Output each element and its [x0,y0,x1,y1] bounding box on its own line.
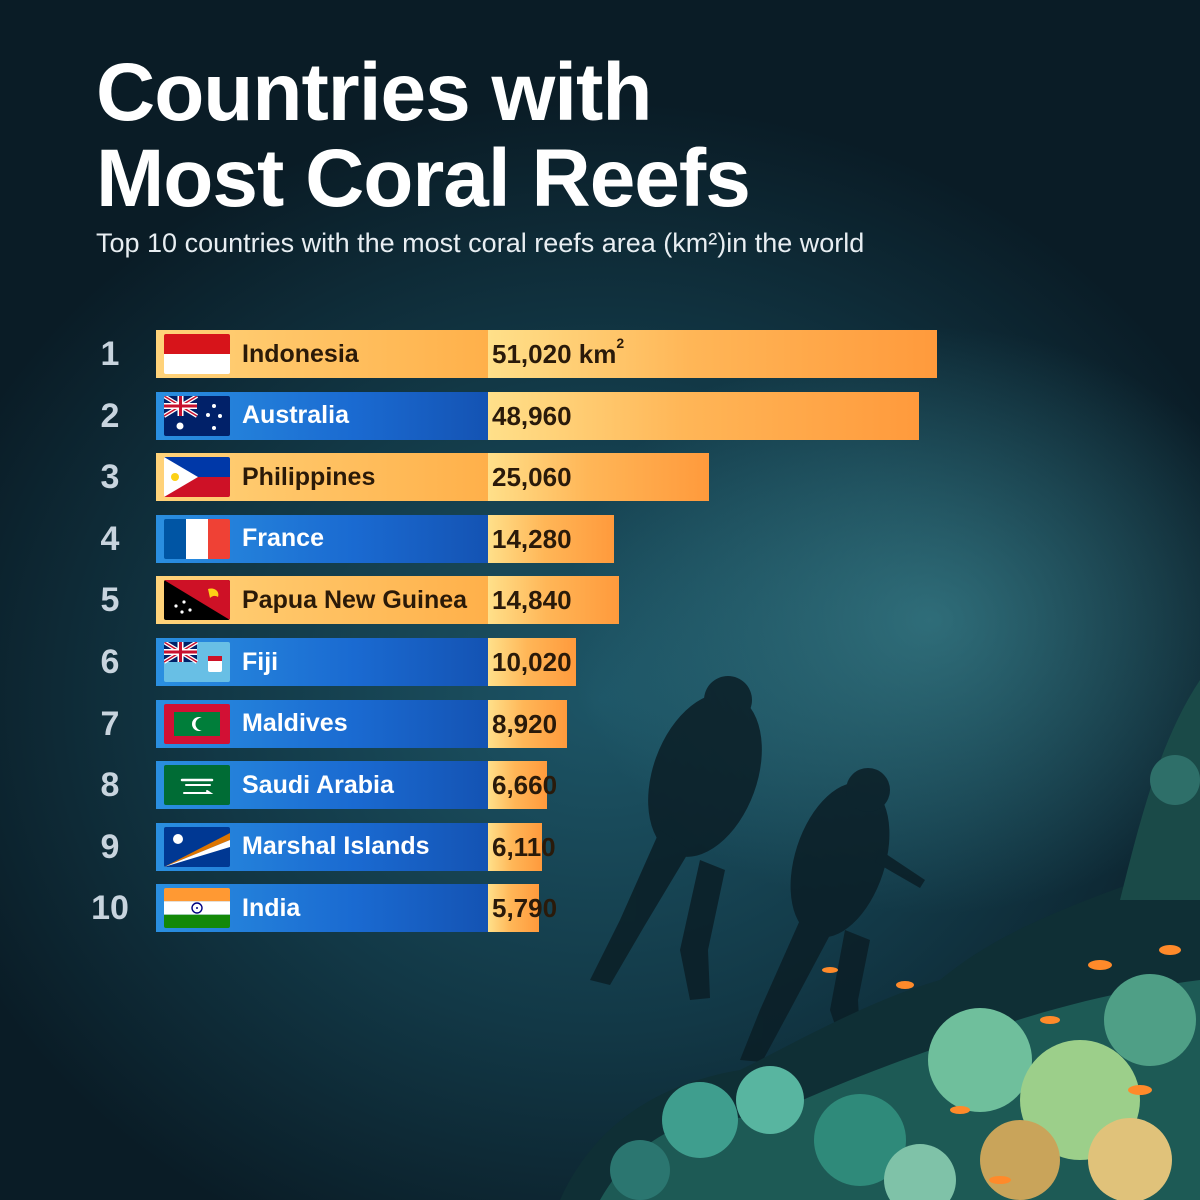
value-text: 51,020 km [492,339,617,369]
country-label-box: Philippines [156,453,488,502]
country-name: Papua New Guinea [242,585,468,614]
value-label: 8,920 [488,700,557,748]
country-label-box: India [156,884,488,933]
value-label: 10,020 [488,638,572,686]
papua-new-guinea-flag-icon [164,580,230,621]
value-text: 14,840 [492,585,572,616]
bar-row-india: 10 5,790 India [0,884,1200,933]
value-text: 5,790 [492,893,558,924]
bar-papua-new-guinea [488,576,619,625]
rank-label: 10 [91,889,129,928]
country-name: India [242,893,301,922]
fiji-flag-icon [164,642,230,682]
title-line-1: Countries with [96,47,652,138]
country-name: Fiji [242,647,279,676]
value-label: 25,060 [488,453,572,501]
rank-label: 8 [100,766,120,805]
bar-fiji [488,638,577,686]
country-name: Australia [242,401,349,430]
philippines-flag-icon [164,457,230,498]
maldives-flag-icon [164,703,230,744]
value-text: 6,660 [492,770,558,801]
country-name: France [242,524,324,553]
bar-indonesia [488,330,937,378]
rank-label: 6 [100,643,120,681]
value-text: 14,280 [492,523,572,554]
country-name: Marshal Islands [242,832,430,861]
bar-row-france: 4 14,280 France [0,514,1200,563]
value-text: 48,960 [492,400,572,431]
bar-saudi-arabia [488,761,547,810]
value-text: 6,110 [492,831,556,862]
bar-india [488,884,539,933]
indonesia-flag-icon [164,334,230,374]
country-name: Maldives [242,709,348,738]
value-text: 25,060 [492,462,572,493]
country-label-box: Indonesia [156,330,488,378]
rank-label: 3 [100,458,120,497]
country-name: Indonesia [242,339,359,368]
saudi-arabia-flag-icon [164,765,230,806]
rank-label: 1 [100,335,120,373]
country-label-box: Maldives [156,699,488,748]
bar-row-papua-new-guinea: 5 14,840 Papua New Guinea [0,576,1200,625]
bar-maldives [488,699,567,748]
rank-label: 5 [100,581,120,620]
bar-australia [488,391,919,440]
rank-label: 2 [100,396,120,435]
page-title: Countries with Most Coral Reefs [96,50,996,222]
bar-row-marshal-islands: 9 6,110 Marshal Islands [0,822,1200,871]
bar-row-australia: 2 48,960 Australia [0,391,1200,440]
unit-superscript: 2 [616,335,625,351]
value-label: 48,960 [488,392,572,440]
country-label-box: Fiji [156,638,488,686]
page-subtitle: Top 10 countries with the most coral ree… [96,228,865,258]
value-label: 6,660 [488,761,557,809]
rank-label: 4 [100,519,120,558]
value-label: 5,790 [488,884,557,932]
country-name: Philippines [242,462,376,491]
bar-row-fiji: 6 10,020 Fiji [0,638,1200,686]
rank-label: 7 [100,704,120,743]
country-label-box: Saudi Arabia [156,761,488,810]
bar-france [488,514,614,563]
bar-row-philippines: 3 25,060 Philippines [0,453,1200,502]
country-label-box: Australia [156,391,488,440]
value-text: 8,920 [492,708,558,739]
marshall-islands-flag-icon [164,826,230,867]
value-label: 14,280 [488,515,572,563]
bar-philippines [488,453,709,502]
value-label: 6,110 [488,823,556,871]
title-line-2: Most Coral Reefs [96,133,751,224]
australia-flag-icon [164,395,230,436]
country-name: Saudi Arabia [242,770,394,799]
bar-row-maldives: 7 8,920 Maldives [0,699,1200,748]
rank-label: 9 [100,827,120,866]
france-flag-icon [164,518,230,559]
bar-row-saudi-arabia: 8 6,660 Saudi Arabia [0,761,1200,810]
country-label-box: France [156,514,488,563]
india-flag-icon [164,888,230,929]
value-text: 10,020 [492,647,572,677]
value-label: 14,840 [488,576,572,624]
value-label: 51,020 km2 [488,330,624,378]
bar-marshal-islands [488,822,542,871]
country-label-box: Marshal Islands [156,822,488,871]
country-label-box: Papua New Guinea [156,576,488,625]
bar-row-indonesia: 1 51,020 km2 Indonesia [0,330,1200,378]
